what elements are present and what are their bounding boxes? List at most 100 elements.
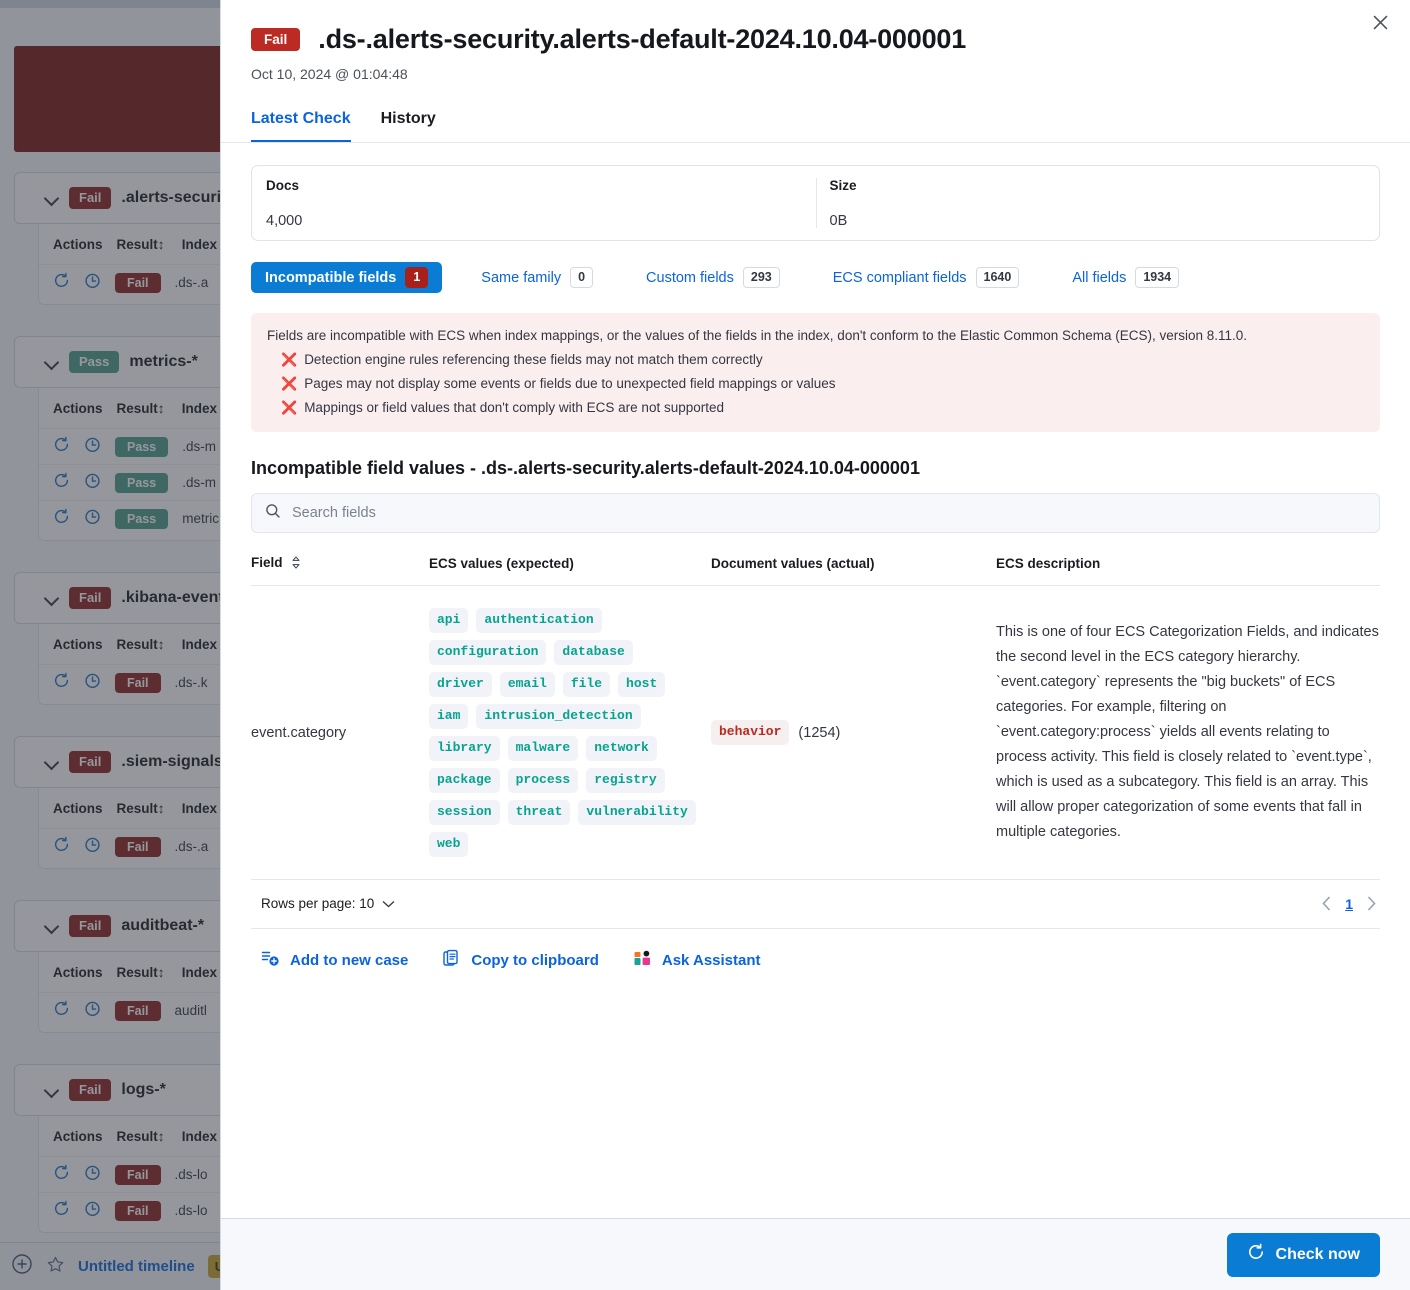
x-mark-icon: ❌ <box>281 350 297 370</box>
index-group: Passmetrics-*ActionsResult↕IndexPass.ds-… <box>14 336 232 541</box>
page-title: .ds-.alerts-security.alerts-default-2024… <box>318 24 966 55</box>
refresh-icon[interactable] <box>53 436 70 458</box>
row-status-badge: Fail <box>115 837 161 857</box>
check-now-button[interactable]: Check now <box>1227 1233 1380 1277</box>
search-input[interactable] <box>292 505 1366 521</box>
timeline-bar[interactable]: Untitled timeline Un <box>0 1242 232 1290</box>
refresh-icon[interactable] <box>53 672 70 694</box>
ecs-value-chip: vulnerability <box>578 800 695 825</box>
chevron-right-icon[interactable] <box>1367 896 1376 911</box>
refresh-icon[interactable] <box>53 508 70 530</box>
refresh-icon[interactable] <box>53 472 70 494</box>
field-filter-tabs: Incompatible fields 1 Same family 0 Cust… <box>251 262 1380 293</box>
filter-all-fields[interactable]: All fields 1934 <box>1058 262 1193 293</box>
callout-item-text: Pages may not display some events or fie… <box>304 374 835 394</box>
col-actions: Actions <box>53 801 103 816</box>
history-icon[interactable] <box>84 672 101 694</box>
ask-assistant-label: Ask Assistant <box>662 952 761 969</box>
add-to-new-case-button[interactable]: Add to new case <box>261 949 408 973</box>
ecs-value-chip: api <box>429 608 468 633</box>
row-status-badge: Pass <box>115 473 168 493</box>
col-index: Index <box>182 1129 217 1144</box>
filter-incompatible-fields[interactable]: Incompatible fields 1 <box>251 262 442 293</box>
table-row: Pass.ds-m <box>39 464 232 500</box>
group-name: logs-* <box>121 1081 165 1099</box>
row-status-badge: Fail <box>115 1165 161 1185</box>
refresh-icon[interactable] <box>53 1200 70 1222</box>
table-row: Fail.ds-lo <box>39 1156 232 1192</box>
plus-circle-icon[interactable] <box>11 1253 33 1280</box>
index-group-header[interactable]: Faillogs-* <box>14 1064 232 1116</box>
col-index: Index <box>182 801 217 816</box>
document-value-chip: behavior <box>711 720 789 745</box>
ecs-value-chip: email <box>500 672 555 697</box>
col-header-field[interactable]: Field <box>251 555 429 586</box>
chevron-down-icon <box>382 896 395 911</box>
col-header-document-values: Document values (actual) <box>711 555 996 586</box>
filter-same-family[interactable]: Same family 0 <box>467 262 607 293</box>
assistant-icon <box>633 949 652 973</box>
index-group-table: ActionsResult↕IndexPass.ds-mPass.ds-mPas… <box>38 388 232 541</box>
history-icon[interactable] <box>84 472 101 494</box>
refresh-icon[interactable] <box>53 272 70 294</box>
chevron-down-icon[interactable] <box>45 191 59 205</box>
ecs-value-chip: malware <box>508 736 579 761</box>
index-group-header[interactable]: Fail.siem-signals <box>14 736 232 788</box>
search-fields-bar[interactable] <box>251 493 1380 533</box>
col-index: Index <box>182 965 217 980</box>
copy-to-clipboard-label: Copy to clipboard <box>471 952 599 969</box>
filter-ecs-compliant-fields[interactable]: ECS compliant fields 1640 <box>819 262 1034 293</box>
ecs-description: This is one of four ECS Categorization F… <box>996 620 1380 846</box>
filter-label: Same family <box>481 270 561 286</box>
page-number-1[interactable]: 1 <box>1345 896 1353 912</box>
history-icon[interactable] <box>84 1164 101 1186</box>
group-status-badge: Fail <box>69 187 111 209</box>
index-group-header[interactable]: Failauditbeat-* <box>14 900 232 952</box>
ecs-value-chip: host <box>618 672 665 697</box>
history-icon[interactable] <box>84 1000 101 1022</box>
copy-to-clipboard-button[interactable]: Copy to clipboard <box>442 949 599 973</box>
tab-history[interactable]: History <box>381 110 436 142</box>
chevron-left-icon[interactable] <box>1322 896 1331 911</box>
filter-count: 1640 <box>976 267 1020 288</box>
refresh-icon[interactable] <box>53 1164 70 1186</box>
ask-assistant-button[interactable]: Ask Assistant <box>633 949 761 973</box>
row-index-name: .ds-lo <box>175 1203 208 1218</box>
stat-docs: Docs 4,000 <box>252 166 816 240</box>
chevron-down-icon[interactable] <box>45 1083 59 1097</box>
group-name: .siem-signals <box>121 753 222 771</box>
ecs-value-chip: threat <box>508 800 571 825</box>
close-icon[interactable] <box>1364 6 1396 38</box>
index-check-modal: Fail .ds-.alerts-security.alerts-default… <box>220 0 1410 1290</box>
star-icon[interactable] <box>46 1255 65 1279</box>
row-index-name: .ds-.a <box>175 839 209 854</box>
table-row: Pass.ds-m <box>39 428 232 464</box>
chevron-down-icon[interactable] <box>45 355 59 369</box>
filter-count: 0 <box>570 267 593 288</box>
stat-size-label: Size <box>830 178 1366 193</box>
history-icon[interactable] <box>84 436 101 458</box>
col-actions: Actions <box>53 237 103 252</box>
chevron-down-icon[interactable] <box>45 591 59 605</box>
history-icon[interactable] <box>84 508 101 530</box>
group-status-badge: Fail <box>69 915 111 937</box>
history-icon[interactable] <box>84 836 101 858</box>
rows-per-page-selector[interactable]: Rows per page: 10 <box>261 896 395 911</box>
col-header-field-label: Field <box>251 555 283 570</box>
history-icon[interactable] <box>84 1200 101 1222</box>
check-now-label: Check now <box>1276 1246 1360 1264</box>
refresh-icon[interactable] <box>53 836 70 858</box>
chevron-down-icon[interactable] <box>45 755 59 769</box>
index-group: Fail.siem-signalsActionsResult↕IndexFail… <box>14 736 232 869</box>
callout-lead: Fields are incompatible with ECS when in… <box>267 326 1364 346</box>
sort-icon[interactable] <box>291 556 301 572</box>
history-icon[interactable] <box>84 272 101 294</box>
index-group-header[interactable]: Passmetrics-* <box>14 336 232 388</box>
filter-custom-fields[interactable]: Custom fields 293 <box>632 262 794 293</box>
refresh-icon[interactable] <box>53 1000 70 1022</box>
chevron-down-icon[interactable] <box>45 919 59 933</box>
index-group-header[interactable]: Fail.kibana-event <box>14 572 232 624</box>
index-group-header[interactable]: Fail.alerts-securi <box>14 172 232 224</box>
tab-latest-check[interactable]: Latest Check <box>251 110 351 142</box>
timeline-name[interactable]: Untitled timeline <box>78 1258 195 1275</box>
